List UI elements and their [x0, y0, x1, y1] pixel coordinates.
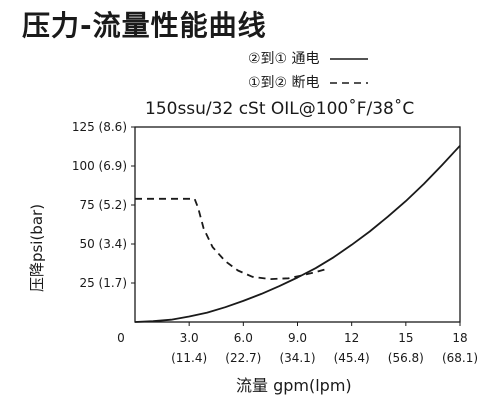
- x-tick-label: 15: [398, 331, 413, 345]
- x-tick-sublabel: (11.4): [171, 351, 207, 365]
- legend-swatch-solid: [330, 58, 369, 60]
- x-tick-label: 12: [344, 331, 359, 345]
- chart-title: 压力-流量性能曲线: [22, 9, 267, 42]
- y-tick-label: 75 (5.2): [79, 198, 127, 212]
- y-tick-label: 25 (1.7): [79, 276, 127, 290]
- legend-label-dashed: ①到② 断电: [248, 75, 320, 91]
- legend-label-solid: ②到① 通电: [248, 51, 320, 67]
- x-tick-sublabel: (22.7): [225, 351, 261, 365]
- legend-entry-solid: ②到① 通电: [248, 48, 370, 68]
- x-tick-label: 3.0: [180, 331, 199, 345]
- x-tick-sublabel: (68.1): [442, 351, 478, 365]
- y-tick-label: 100 (6.9): [72, 159, 127, 173]
- legend-entry-dashed: ①到② 断电: [248, 72, 370, 92]
- x-axis-label: 流量 gpm(lpm): [236, 376, 352, 395]
- x-tick-label: 0: [117, 331, 125, 345]
- x-tick-sublabel: (45.4): [334, 351, 370, 365]
- y-tick-label: 50 (3.4): [79, 237, 127, 251]
- x-tick-label: 6.0: [234, 331, 253, 345]
- chart-subtitle: 150ssu/32 cSt OIL@100˚F/38˚C: [145, 99, 415, 119]
- x-tick-label: 9.0: [288, 331, 307, 345]
- x-tick-sublabel: (34.1): [279, 351, 315, 365]
- y-tick-label: 125 (8.6): [72, 120, 127, 134]
- x-tick-sublabel: (56.8): [388, 351, 424, 365]
- series-line-solid: [134, 145, 461, 323]
- series-line-dashed: [135, 197, 327, 280]
- plot-frame: [134, 126, 461, 323]
- legend-swatch-dashed: [330, 82, 369, 84]
- x-tick-label: 18: [452, 331, 467, 345]
